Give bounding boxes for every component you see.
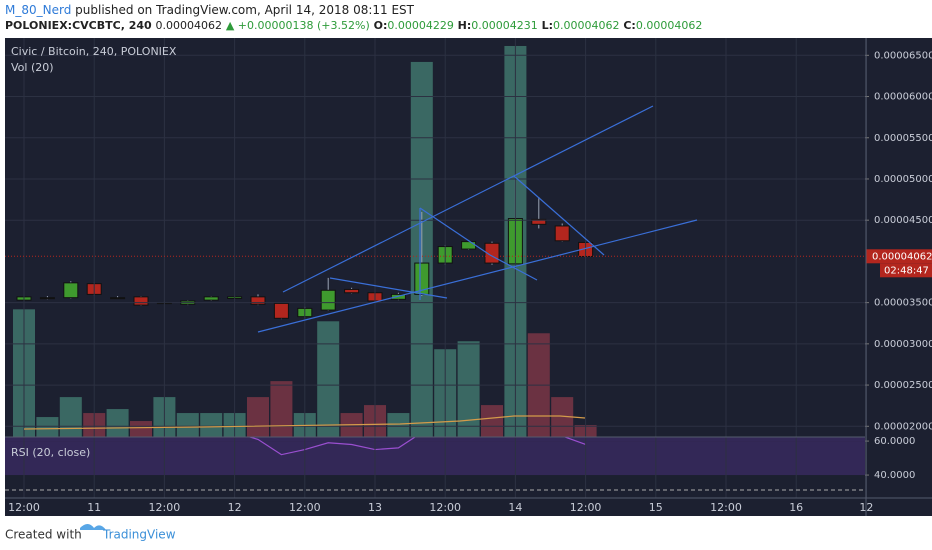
x-tick-label: 12:00 xyxy=(289,501,321,514)
candle-body xyxy=(414,262,430,295)
volume-bar xyxy=(106,409,129,437)
y-tick-label: 0.00006000 xyxy=(874,92,932,103)
x-tick-label: 12:00 xyxy=(429,501,461,514)
x-tick-label: 15 xyxy=(649,501,663,514)
volume-bar xyxy=(36,417,59,437)
trendline xyxy=(282,105,654,293)
x-tick-label: 13 xyxy=(368,501,382,514)
x-tick-label: 14 xyxy=(508,501,522,514)
header-line1: M_80_Nerd published on TradingView.com, … xyxy=(5,3,415,17)
x-tick-label: 12:00 xyxy=(710,501,742,514)
change: ▲ +0.00000138 (+3.52%) xyxy=(226,19,370,32)
x-tick-label: 12:00 xyxy=(8,501,40,514)
y-tick-label: 0.00002500 xyxy=(874,380,932,391)
last-price-tag xyxy=(866,249,932,264)
author[interactable]: M_80_Nerd xyxy=(5,3,71,17)
rsi-top xyxy=(5,437,865,442)
high-label: H: xyxy=(458,19,472,32)
volume-bar xyxy=(270,381,293,437)
drawings xyxy=(23,105,698,430)
trendline xyxy=(257,219,698,333)
volume-bar xyxy=(200,413,223,437)
x-tick-label: 12:00 xyxy=(149,501,181,514)
rsi-tick-label: 60.0000 xyxy=(874,436,915,447)
candle-body xyxy=(39,297,55,300)
candle-body xyxy=(320,289,336,311)
volume-bar xyxy=(130,421,152,437)
y-tick-label: 0.00002000 xyxy=(874,421,932,432)
open: 0.00004229 xyxy=(387,19,453,32)
price: 0.00004062 xyxy=(156,19,222,32)
candle-body xyxy=(554,225,570,242)
y-tick-label: 0.00005500 xyxy=(874,133,932,144)
low-label: L: xyxy=(542,19,553,32)
y-tick-label: 0.00003500 xyxy=(874,298,932,309)
rsi-band xyxy=(5,441,865,476)
chart-title: Civic / Bitcoin, 240, POLONIEX xyxy=(11,45,177,58)
y-tick-label: 0.00006500 xyxy=(874,50,932,61)
close-label: C: xyxy=(623,19,635,32)
candle-body xyxy=(203,296,219,301)
x-tick-label: 12:00 xyxy=(570,501,602,514)
y-tick-label: 0.00005000 xyxy=(874,174,932,185)
candle-body xyxy=(133,296,149,306)
x-tick-label: 11 xyxy=(87,501,101,514)
footer-brand[interactable]: TradingView xyxy=(102,528,176,542)
candle-body xyxy=(250,296,266,305)
volume-bar xyxy=(59,397,82,437)
last-price-label: 0.00004062 xyxy=(872,251,932,262)
close: 0.00004062 xyxy=(636,19,702,32)
published: published on TradingView.com, April 14, … xyxy=(75,3,415,17)
volume-ma xyxy=(23,415,586,430)
header-line2: POLONIEX:CVCBTC, 240 0.00004062 ▲ +0.000… xyxy=(5,19,702,32)
rsi-tick-label: 40.0000 xyxy=(874,470,915,481)
volume-bar xyxy=(317,321,340,437)
y-tick-label: 0.00004500 xyxy=(874,215,932,226)
volume-bar xyxy=(247,397,269,437)
footer-created: Created with xyxy=(5,528,82,542)
volume-bar xyxy=(551,397,574,437)
x-tick-label: 12 xyxy=(228,501,242,514)
volume-bar xyxy=(481,405,503,437)
volume-bar xyxy=(387,413,410,437)
trendline xyxy=(513,175,605,256)
trendline xyxy=(419,207,491,256)
volume-bar xyxy=(176,413,199,437)
x-tick-label: 16 xyxy=(789,501,803,514)
candle-body xyxy=(531,218,547,225)
trendline xyxy=(329,277,448,299)
countdown: 02:48:47 xyxy=(884,265,929,276)
countdown-tag xyxy=(880,263,932,278)
volume-bar xyxy=(457,341,480,437)
low: 0.00004062 xyxy=(553,19,619,32)
volume-label: Vol (20) xyxy=(11,61,54,74)
rsi-label: RSI (20, close) xyxy=(11,446,90,459)
candle-body xyxy=(344,288,360,294)
candle-body xyxy=(390,293,406,300)
candle-body xyxy=(273,302,289,319)
y-tick-label: 0.00003000 xyxy=(874,339,932,350)
logo xyxy=(80,524,106,530)
candle-body xyxy=(461,241,477,250)
chart-layer: 12:00 11 12:00 12 12:00 13 12:00 14 12:00 15 12:00… xyxy=(5,38,932,514)
candle-body xyxy=(110,297,126,300)
trendline xyxy=(489,254,538,281)
candle-body xyxy=(63,282,79,299)
open-label: O: xyxy=(374,19,388,32)
symbol: POLONIEX:CVCBTC, 240 xyxy=(5,19,152,32)
rsi-pane xyxy=(5,437,865,476)
high: 0.00004231 xyxy=(471,19,537,32)
